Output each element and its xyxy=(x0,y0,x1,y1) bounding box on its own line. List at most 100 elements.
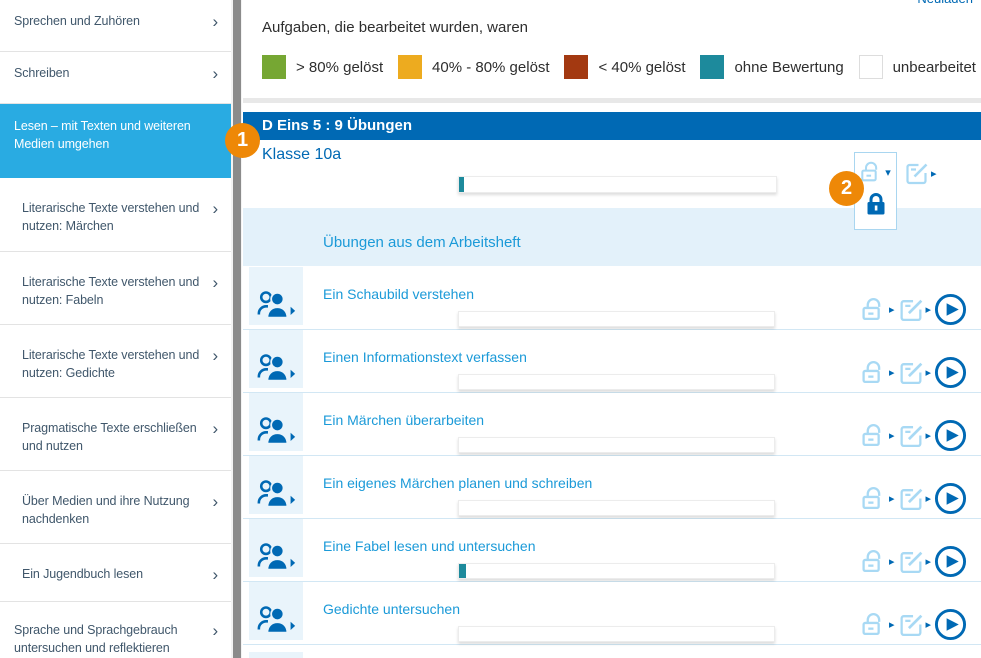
assign-edit-button[interactable]: ▸ xyxy=(898,296,932,323)
exercise-progress-bar xyxy=(458,626,775,642)
unlock-button[interactable]: ▸ xyxy=(861,359,895,386)
play-button[interactable] xyxy=(934,545,967,578)
edit-assignment-icon xyxy=(898,611,925,638)
assign-edit-button[interactable]: ▸ xyxy=(898,422,931,449)
caret-right-icon: ▸ xyxy=(925,618,932,631)
group-assignment-button[interactable] xyxy=(249,267,303,325)
legend-label: ohne Bewertung xyxy=(734,58,844,76)
closed-lock-icon xyxy=(863,191,889,217)
chevron-right-icon: › xyxy=(212,419,218,438)
play-button[interactable] xyxy=(934,608,967,641)
exercise-title-link[interactable]: Einen Informationstext verfassen xyxy=(323,349,527,365)
group-assignment-button[interactable] xyxy=(249,393,303,451)
chevron-right-icon: › xyxy=(212,621,218,640)
assign-all-button[interactable]: ▸ xyxy=(904,160,937,186)
caret-right-icon: ▸ xyxy=(931,166,937,180)
legend-swatch-green xyxy=(262,55,286,79)
group-assignment-button xyxy=(249,652,303,658)
caret-right-icon: ▸ xyxy=(889,618,895,631)
caret-right-icon: ▸ xyxy=(925,492,932,505)
people-group-icon xyxy=(256,541,296,572)
main-content: Neuladen Aufgaben, die bearbeitet wurden… xyxy=(243,0,981,658)
unlock-button[interactable]: ▸ xyxy=(861,422,895,449)
caret-right-icon: ▸ xyxy=(889,429,895,442)
legend-label: unbearbeitet xyxy=(892,58,976,76)
callout-badge-2: 2 xyxy=(829,171,864,206)
sidebar-item-label: Schreiben xyxy=(14,66,70,80)
group-assignment-button[interactable] xyxy=(249,330,303,388)
edit-assignment-icon xyxy=(898,485,925,512)
caret-right-icon: ▸ xyxy=(889,492,895,505)
exercise-title-link[interactable]: Eine Fabel lesen und untersuchen xyxy=(323,538,536,554)
legend-item: > 80% gelöst xyxy=(262,55,383,79)
class-progress-bar xyxy=(458,176,777,193)
play-button[interactable] xyxy=(934,482,967,515)
assign-edit-button[interactable]: ▸ xyxy=(898,359,932,386)
legend-item: 40% - 80% gelöst xyxy=(398,55,550,79)
vertical-scrollbar[interactable] xyxy=(231,0,242,658)
section-title[interactable]: Übungen aus dem Arbeitsheft xyxy=(323,234,521,251)
legend-label: < 40% gelöst xyxy=(598,58,686,76)
exercise-row: Einen Informationstext verfassen ▸ ▸ xyxy=(243,330,981,393)
sidebar-item-label: Ein Jugendbuch lesen xyxy=(22,567,144,581)
caret-right-icon: ▸ xyxy=(925,366,932,379)
unlock-button[interactable]: ▸ xyxy=(861,611,895,638)
sidebar-item-jugendbuch[interactable]: Ein Jugendbuch lesen › xyxy=(0,544,231,602)
exercise-progress-bar xyxy=(458,437,775,453)
open-lock-icon xyxy=(860,160,884,184)
scrollbar-thumb[interactable] xyxy=(233,0,241,658)
row-actions: ▸ ▸ xyxy=(861,545,970,578)
assign-edit-button[interactable]: ▸ xyxy=(898,611,932,638)
sidebar-item-label: Sprache und Sprachgebrauch untersuchen u… xyxy=(14,623,178,655)
exercise-progress-fill xyxy=(459,564,466,578)
sidebar-item-pragmatische-texte[interactable]: Pragmatische Texte erschließen und nutze… xyxy=(0,398,231,471)
unlock-button[interactable]: ▸ xyxy=(861,485,895,512)
sidebar-item-sprechen[interactable]: Sprechen und Zuhören › xyxy=(0,0,231,52)
exercise-title-link[interactable]: Ein Schaubild verstehen xyxy=(323,286,474,302)
assign-edit-button[interactable]: ▸ xyxy=(898,548,931,575)
sidebar-item-label: Literarische Texte verstehen und nutzen:… xyxy=(22,275,200,307)
people-group-icon xyxy=(256,289,296,320)
sidebar-item-lesen-selected[interactable]: Lesen – mit Texten und weiteren Medien u… xyxy=(0,104,231,178)
sidebar-item-ueber-medien[interactable]: Über Medien und ihre Nutzung nachdenken … xyxy=(0,471,231,544)
sidebar-item-sprache[interactable]: Sprache und Sprachgebrauch untersuchen u… xyxy=(0,602,231,658)
sidebar-item-fabeln[interactable]: Literarische Texte verstehen und nutzen:… xyxy=(0,252,231,325)
sidebar: Sprechen und Zuhören › Schreiben › Lesen… xyxy=(0,0,231,658)
reload-link[interactable]: Neuladen xyxy=(917,0,973,6)
legend-item: < 40% gelöst xyxy=(564,55,686,79)
group-assignment-button[interactable] xyxy=(249,582,303,640)
exercise-progress-bar xyxy=(458,374,775,390)
row-actions: ▸ ▸ xyxy=(861,356,970,389)
sidebar-item-gedichte[interactable]: Literarische Texte verstehen und nutzen:… xyxy=(0,325,231,398)
group-assignment-button[interactable] xyxy=(249,519,303,577)
exercise-title-link[interactable]: Ein Märchen überarbeiten xyxy=(323,412,485,428)
edit-assignment-icon xyxy=(898,548,925,575)
sidebar-item-maerchen[interactable]: Literarische Texte verstehen und nutzen:… xyxy=(0,178,231,252)
exercise-title-link[interactable]: Ein eigenes Märchen planen und schreiben xyxy=(323,475,593,491)
play-button[interactable] xyxy=(934,356,967,389)
assign-edit-button[interactable]: ▸ xyxy=(898,485,932,512)
sidebar-item-label: Literarische Texte verstehen und nutzen:… xyxy=(22,201,200,233)
play-button[interactable] xyxy=(934,293,967,326)
unlock-button[interactable]: ▸ xyxy=(861,296,895,323)
unlock-button[interactable]: ▸ xyxy=(861,548,895,575)
sidebar-item-schreiben[interactable]: Schreiben › xyxy=(0,52,231,104)
chevron-right-icon: › xyxy=(212,12,218,31)
unlock-all-button[interactable]: ▾ xyxy=(860,160,891,184)
chevron-right-icon: › xyxy=(212,492,218,511)
legend-title: Aufgaben, die bearbeitet wurden, waren xyxy=(262,19,529,36)
chevron-right-icon: › xyxy=(212,64,218,83)
legend-label: 40% - 80% gelöst xyxy=(432,58,550,76)
chevron-right-icon: › xyxy=(212,199,218,218)
caret-right-icon: ▸ xyxy=(925,303,932,316)
exercise-title-link[interactable]: Gedichte untersuchen xyxy=(323,601,460,617)
lock-all-button[interactable] xyxy=(863,191,889,217)
sidebar-item-label: Pragmatische Texte erschließen und nutze… xyxy=(22,421,197,453)
play-button[interactable] xyxy=(934,419,967,452)
people-group-icon xyxy=(256,415,296,446)
chevron-right-icon: › xyxy=(212,565,218,584)
course-title: D Eins 5 : 9 Übungen xyxy=(262,117,413,134)
legend-label: > 80% gelöst xyxy=(296,58,384,76)
edit-assignment-icon xyxy=(898,422,925,449)
group-assignment-button[interactable] xyxy=(249,456,303,514)
